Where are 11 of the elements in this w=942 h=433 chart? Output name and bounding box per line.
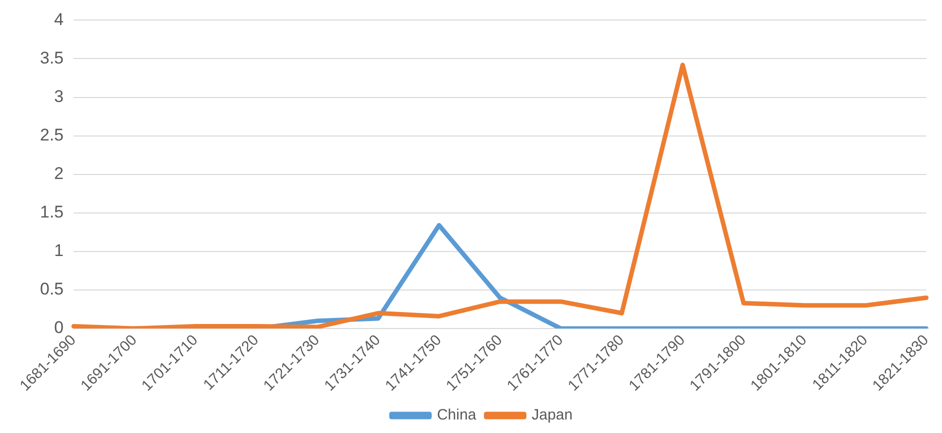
y-tick-label: 3.5	[40, 48, 64, 68]
legend-label: China	[436, 406, 477, 424]
y-tick-label: 2	[54, 164, 64, 184]
y-tick-label: 0	[54, 318, 64, 338]
y-tick-label: 1.5	[40, 202, 64, 222]
legend-label: Japan	[532, 406, 573, 424]
y-tick-label: 1	[54, 241, 64, 260]
y-tick-label: 0.5	[40, 280, 64, 299]
y-tick-label: 4	[54, 10, 64, 29]
y-tick-label: 2.5	[40, 126, 64, 145]
y-tick-label: 3	[54, 86, 64, 106]
